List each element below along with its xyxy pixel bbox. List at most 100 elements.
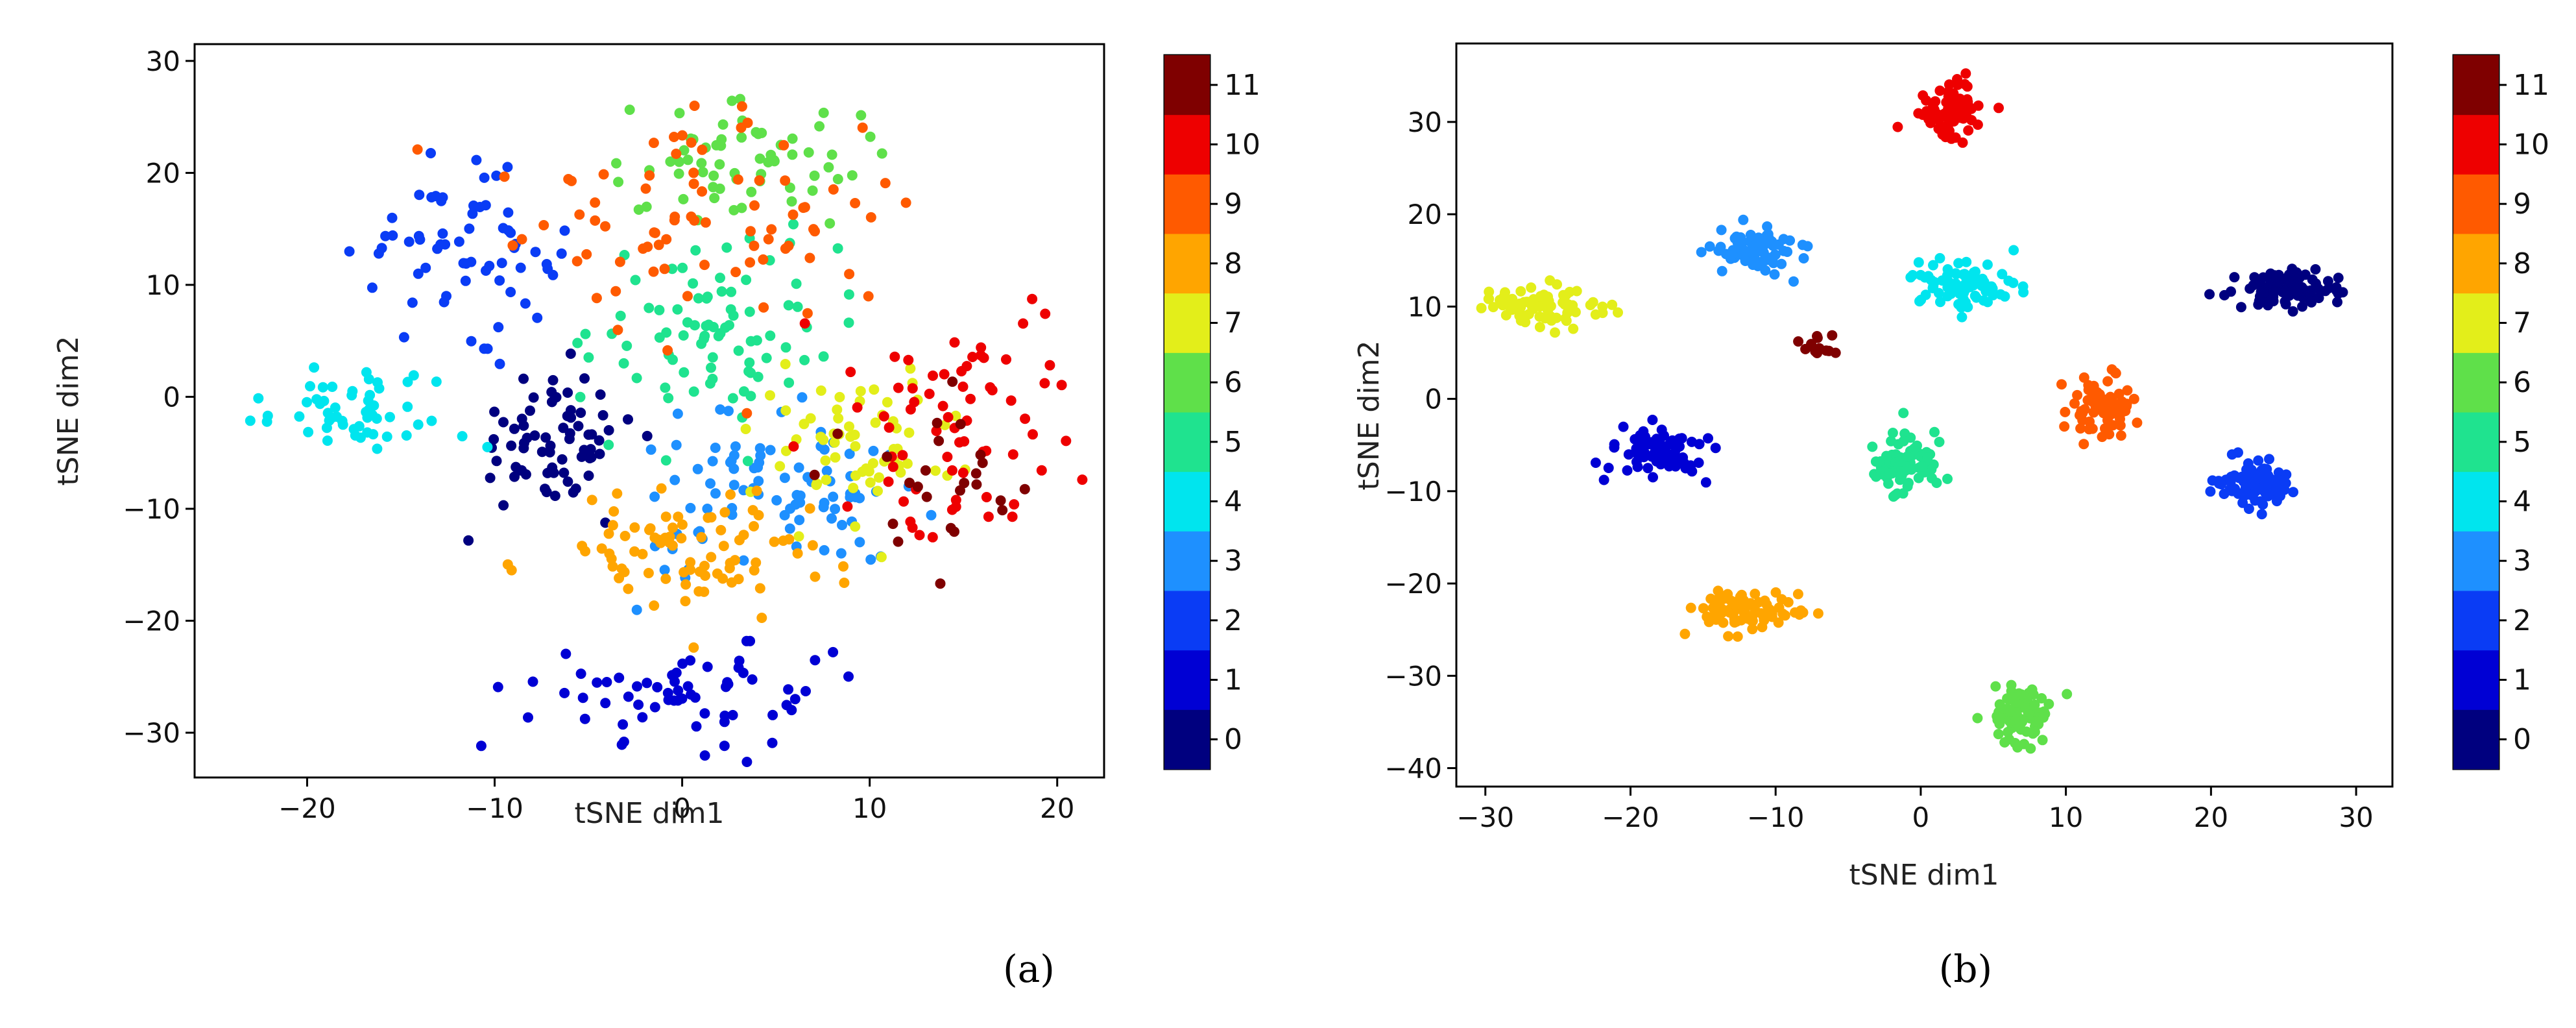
scatter-point — [775, 461, 786, 472]
panel-b-y-ticks: −40 −30 −20 −10 0 10 20 30 — [1384, 106, 1456, 785]
scatter-point — [931, 426, 942, 436]
scatter-point — [933, 435, 945, 447]
scatter-point — [489, 406, 500, 417]
scatter-point — [715, 404, 726, 415]
scatter-point — [560, 648, 572, 659]
scatter-point — [823, 162, 834, 173]
panel-a-ylabel: tSNE dim2 — [52, 336, 85, 486]
scatter-point — [1738, 214, 1749, 225]
scatter-point — [1742, 613, 1753, 624]
colorbar-label: 5 — [1224, 426, 1242, 459]
scatter-point — [682, 681, 693, 692]
scatter-point — [955, 419, 966, 430]
scatter-point — [662, 345, 673, 356]
scatter-point — [630, 275, 641, 286]
scatter-point — [2259, 288, 2269, 298]
scatter-point — [2069, 398, 2080, 409]
colorbar-label: 8 — [1224, 247, 1242, 280]
scatter-point — [502, 162, 513, 173]
colorbar-segment — [1164, 234, 1210, 294]
x-tick-label: 20 — [1040, 792, 1074, 824]
scatter-point — [460, 275, 471, 286]
scatter-point — [2090, 396, 2101, 407]
x-tick-label: 10 — [2049, 802, 2083, 833]
panel-b-colorbar: 0 1 2 3 4 5 6 7 8 9 10 11 — [2453, 55, 2549, 770]
scatter-point — [1685, 602, 1696, 613]
scatter-point — [926, 509, 937, 520]
scatter-point — [608, 506, 620, 517]
scatter-point — [1956, 312, 1968, 323]
scatter-point — [530, 247, 541, 258]
scatter-point — [758, 302, 769, 313]
scatter-point — [863, 291, 874, 302]
scatter-point — [2059, 421, 2070, 432]
scatter-point — [830, 452, 841, 463]
colorbar-segment — [1164, 709, 1210, 770]
scatter-point — [780, 359, 791, 369]
scatter-point — [385, 411, 395, 422]
scatter-point — [778, 535, 789, 546]
scatter-point — [453, 236, 464, 247]
scatter-point — [2275, 484, 2285, 495]
colorbar-label: 0 — [2513, 723, 2531, 756]
scatter-point — [1568, 323, 1579, 334]
scatter-point — [788, 209, 799, 220]
scatter-point — [869, 384, 880, 395]
scatter-point — [575, 391, 586, 402]
scatter-point — [402, 401, 413, 412]
scatter-point — [2213, 478, 2224, 489]
scatter-point — [557, 454, 568, 465]
scatter-point — [1899, 428, 1910, 439]
scatter-point — [1950, 132, 1961, 143]
scatter-point — [1929, 426, 1940, 437]
scatter-point — [575, 408, 586, 418]
scatter-point — [381, 431, 392, 442]
scatter-point — [493, 322, 504, 333]
scatter-point — [1934, 252, 1945, 263]
scatter-point — [792, 301, 803, 312]
scatter-point — [641, 201, 652, 212]
scatter-point — [765, 330, 776, 341]
scatter-point — [771, 495, 782, 506]
scatter-point — [1962, 94, 1973, 105]
scatter-point — [826, 149, 837, 160]
y-tick-label: 0 — [1425, 384, 1442, 415]
scatter-point — [797, 392, 808, 403]
scatter-point — [685, 557, 696, 568]
scatter-point — [346, 390, 357, 401]
colorbar-label: 11 — [2513, 69, 2549, 102]
scatter-point — [575, 668, 586, 679]
scatter-point — [790, 499, 801, 510]
scatter-point — [905, 363, 916, 374]
scatter-point — [672, 408, 683, 419]
scatter-point — [673, 168, 684, 179]
scatter-point — [1902, 481, 1913, 492]
scatter-point — [784, 377, 795, 388]
scatter-point — [1913, 257, 1924, 268]
scatter-point — [2246, 464, 2257, 475]
scatter-point — [1648, 472, 1658, 483]
scatter-point — [935, 578, 946, 589]
scatter-point — [825, 218, 836, 229]
scatter-point — [807, 540, 818, 551]
scatter-point — [2310, 264, 2321, 275]
scatter-point — [914, 530, 925, 541]
scatter-point — [1966, 115, 1977, 126]
scatter-point — [491, 170, 502, 181]
scatter-point — [688, 642, 699, 653]
scatter-point — [614, 672, 625, 683]
colorbar-label: 10 — [1224, 128, 1260, 162]
scatter-point — [374, 383, 385, 394]
scatter-point — [985, 382, 996, 393]
colorbar-segment — [2453, 709, 2499, 770]
scatter-point — [751, 557, 762, 568]
scatter-point — [1798, 607, 1809, 618]
scatter-point — [1659, 430, 1669, 441]
scatter-point — [677, 262, 688, 273]
scatter-point — [2253, 299, 2264, 310]
scatter-point — [882, 451, 893, 462]
scatter-point — [600, 698, 611, 709]
scatter-point — [738, 386, 749, 397]
scatter-point — [2267, 485, 2278, 496]
x-tick-label: 10 — [852, 792, 887, 824]
